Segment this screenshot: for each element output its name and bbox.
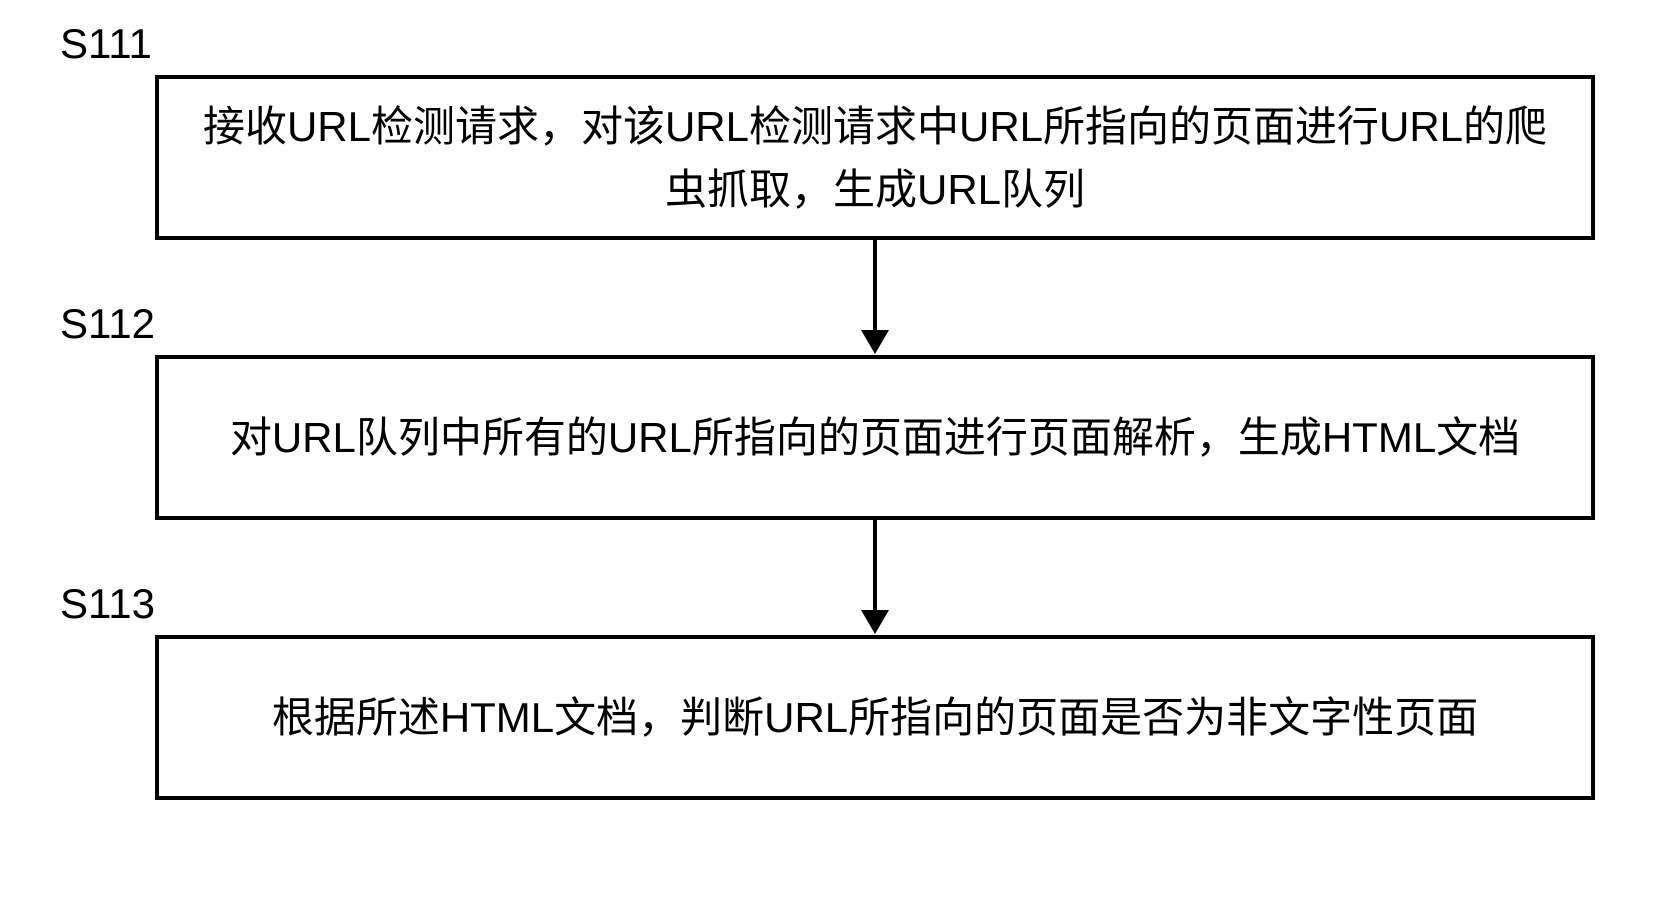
arrow-line-1	[873, 240, 877, 330]
step-label-text: S113	[60, 580, 155, 627]
step-label-s113: S113	[60, 580, 155, 628]
step-box-s113: 根据所述HTML文档，判断URL所指向的页面是否为非文字性页面	[155, 635, 1595, 800]
step-label-text: S111	[60, 20, 152, 67]
arrow-line-2	[873, 520, 877, 610]
step-text-s112: 对URL队列中所有的URL所指向的页面进行页面解析，生成HTML文档	[230, 406, 1520, 469]
step-label-s111: S111	[60, 20, 152, 68]
step-box-s111: 接收URL检测请求，对该URL检测请求中URL所指向的页面进行URL的爬虫抓取，…	[155, 75, 1595, 240]
step-label-text: S112	[60, 300, 155, 347]
step-text-s111: 接收URL检测请求，对该URL检测请求中URL所指向的页面进行URL的爬虫抓取，…	[189, 95, 1561, 221]
step-label-s112: S112	[60, 300, 155, 348]
arrow-head-2	[861, 610, 889, 634]
step-text-s113: 根据所述HTML文档，判断URL所指向的页面是否为非文字性页面	[272, 686, 1478, 749]
arrow-head-1	[861, 330, 889, 354]
step-box-s112: 对URL队列中所有的URL所指向的页面进行页面解析，生成HTML文档	[155, 355, 1595, 520]
